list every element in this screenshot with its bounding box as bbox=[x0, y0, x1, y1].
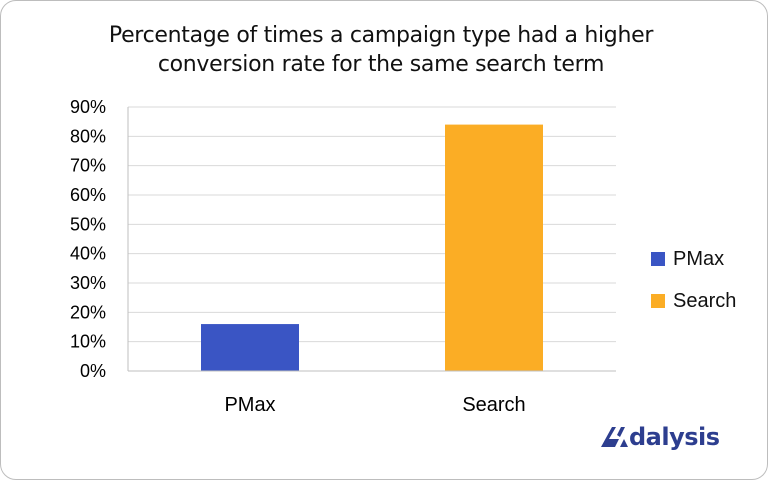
chart-legend: PMax Search bbox=[651, 246, 736, 330]
legend-item-pmax: PMax bbox=[651, 246, 736, 272]
y-tick-label: 50% bbox=[70, 214, 106, 234]
adalysis-logo-icon bbox=[601, 427, 628, 447]
y-tick-label: 80% bbox=[70, 126, 106, 146]
bar-pmax bbox=[201, 324, 299, 371]
chart-title: Percentage of times a campaign type had … bbox=[61, 21, 701, 79]
x-tick-label: Search bbox=[462, 394, 525, 416]
y-tick-label: 20% bbox=[70, 302, 106, 322]
y-tick-label: 70% bbox=[70, 156, 106, 176]
y-tick-label: 90% bbox=[70, 97, 106, 117]
bar-search bbox=[445, 124, 543, 371]
chart-title-line-2: conversion rate for the same search term bbox=[157, 52, 605, 77]
y-tick-label: 0% bbox=[80, 361, 106, 381]
adalysis-logo-text: dalysis bbox=[629, 423, 720, 451]
y-tick-label: 30% bbox=[70, 273, 106, 293]
legend-swatch-search bbox=[651, 294, 665, 308]
y-tick-label: 40% bbox=[70, 244, 106, 264]
legend-label-search: Search bbox=[673, 289, 737, 312]
legend-swatch-pmax bbox=[651, 252, 665, 266]
adalysis-logo: dalysis bbox=[599, 423, 720, 451]
legend-item-search: Search bbox=[651, 288, 736, 314]
y-tick-label: 10% bbox=[70, 332, 106, 352]
legend-label-pmax: PMax bbox=[673, 247, 725, 270]
chart-title-line-1: Percentage of times a campaign type had … bbox=[108, 23, 654, 48]
y-tick-label: 60% bbox=[70, 185, 106, 205]
x-tick-label: PMax bbox=[224, 394, 275, 416]
